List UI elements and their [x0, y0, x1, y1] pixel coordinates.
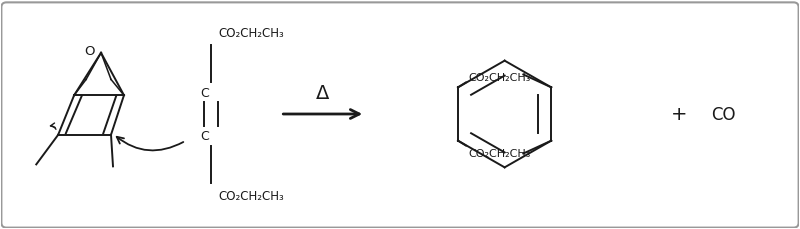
Text: C: C — [200, 86, 209, 99]
Text: Δ: Δ — [316, 83, 330, 102]
Text: C: C — [200, 130, 209, 143]
Text: CO: CO — [712, 106, 736, 123]
FancyArrowPatch shape — [117, 137, 183, 151]
Text: CO₂CH₂CH₃: CO₂CH₂CH₃ — [468, 148, 530, 158]
Text: +: + — [670, 105, 687, 124]
Text: CO₂CH₂CH₃: CO₂CH₂CH₃ — [218, 27, 284, 40]
FancyArrowPatch shape — [50, 123, 56, 130]
Text: CO₂CH₂CH₃: CO₂CH₂CH₃ — [218, 189, 284, 202]
Text: CO₂CH₂CH₃: CO₂CH₂CH₃ — [468, 73, 530, 83]
Text: O: O — [84, 45, 94, 58]
